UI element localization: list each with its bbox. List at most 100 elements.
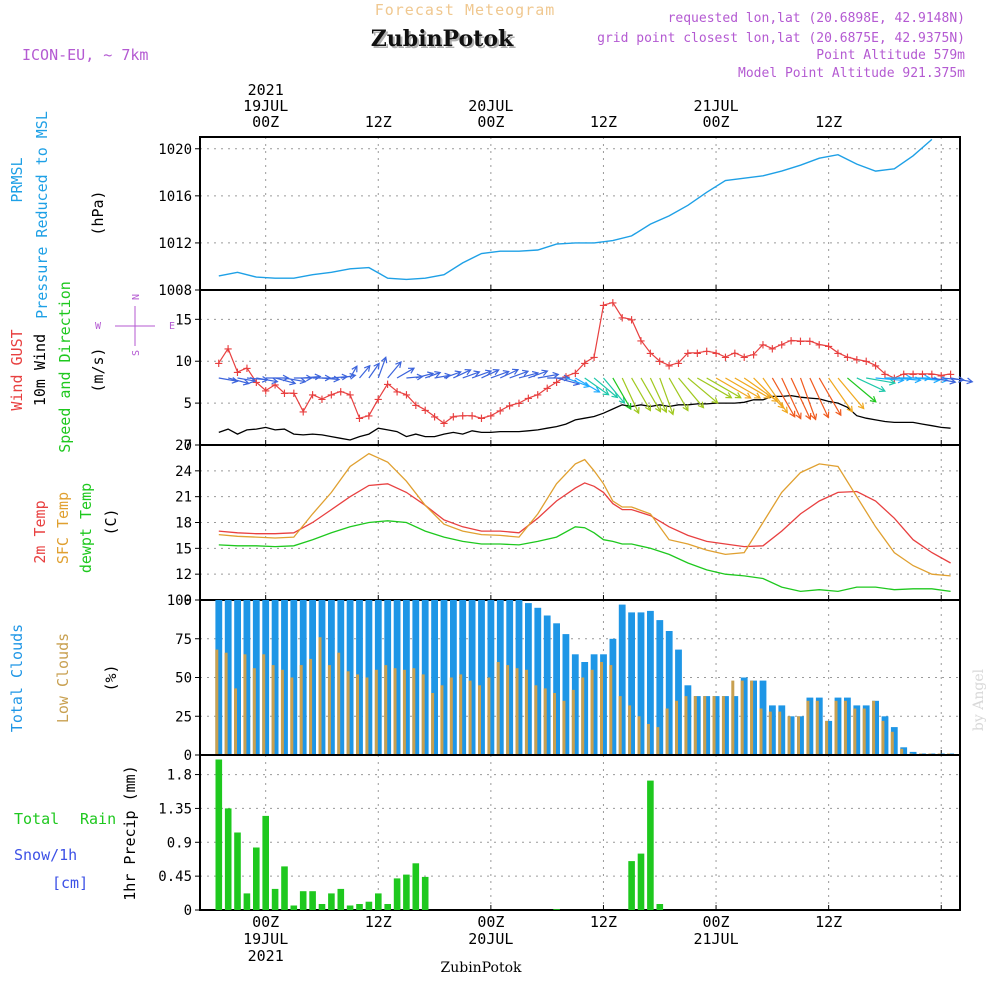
gust-marker: + [937,368,945,384]
gust-marker: + [890,371,898,387]
rain-bar [299,891,307,910]
gust-marker: + [787,333,795,349]
low-cloud-bar [431,693,435,755]
low-cloud-bar [290,677,294,755]
total-cloud-bar [403,600,410,755]
low-cloud-bar [224,652,228,755]
total-cloud-bar [346,600,354,755]
total-cloud-bar [825,720,833,755]
gust-marker: + [412,398,420,414]
total-cloud-bar [684,685,692,756]
total-cloud-bar [553,623,560,756]
wind-direction-arrow [537,373,559,379]
low-cloud-bar [496,662,500,755]
bottom-time-label: 19JUL [243,930,288,948]
total-cloud-bar [778,705,786,755]
wind-direction-arrowhead [349,372,357,380]
gust-marker: + [824,339,832,355]
gust-marker: + [271,378,279,394]
pressure-ytick-label: 1008 [158,283,192,299]
wind-direction-arrow [894,377,921,381]
total-cloud-bar [281,600,288,755]
temp-label-sfc: SFC Temp [54,492,72,564]
wind-direction-arrowhead [654,405,662,413]
model-name: ICON-EU, ~ 7km [22,46,148,64]
precip-unit-label: 1hr Precip (mm) [121,765,139,900]
pressure-label-prmsl: PRMSL [8,157,26,202]
gust-marker: + [871,358,879,374]
gust-marker: + [853,353,861,369]
total-cloud-bar [271,600,279,755]
gust-marker: + [440,416,448,432]
top-time-label: 12Z [590,113,617,131]
gust-marker: + [637,333,645,349]
rain-bar [290,905,298,910]
gust-marker: + [562,369,570,385]
clouds-ytick-label: 75 [175,632,192,648]
gust-line [218,301,951,424]
gust-marker: + [749,348,757,364]
total-cloud-bar [487,600,495,755]
low-cloud-bar [815,700,819,756]
gust-marker: + [299,404,307,420]
low-cloud-bar [356,674,359,755]
gust-marker: + [477,411,485,427]
total-cloud-bar [450,600,457,755]
low-cloud-bar [806,700,810,756]
low-cloud-bar [797,716,800,756]
wind-direction-arrowhead [492,369,500,376]
wind-direction-arrow [575,377,600,393]
total-cloud-bar [412,600,420,755]
gust-marker: + [243,361,251,377]
wind-direction-arrow [509,370,529,379]
wind-direction-arrowhead [933,376,941,384]
temperature-line-0 [218,482,951,564]
wind-direction-arrowhead [552,371,560,379]
wind-direction-arrowhead [924,374,932,382]
wind-direction-arrowhead [231,377,239,384]
rain-bar [224,808,232,910]
total-cloud-bar [543,615,551,755]
gust-marker: + [862,354,870,370]
pressure-frame [199,136,961,291]
rain-bar [253,847,260,910]
temperature-ytick-label: 15 [175,541,192,557]
total-cloud-bar [693,696,701,755]
gust-marker: + [280,386,288,402]
wind-direction-arrowhead [454,370,462,377]
top-time-label: 19JUL [243,97,288,115]
gust-marker: + [402,388,410,404]
gust-marker: + [693,346,701,362]
rain-bar [365,901,373,910]
low-cloud-bar [712,696,716,755]
wind-direction-arrow [640,377,661,412]
gust-marker: + [524,391,532,407]
gust-marker: + [233,365,241,381]
gust-marker: + [740,350,748,366]
gust-marker: + [796,334,804,350]
wind-direction-arrow [481,369,499,379]
low-cloud-bar [318,637,322,755]
precip-label-cm: [cm] [52,874,88,892]
wind-direction-arrow [490,370,509,379]
low-cloud-bar [337,652,341,755]
low-cloud-bar [506,665,510,755]
top-time-label: 21JUL [693,97,738,115]
gust-marker: + [458,409,466,425]
precip-ytick-label: 0 [184,903,192,919]
low-cloud-bar [581,677,585,755]
chart-title: Forecast Meteogram [375,1,556,19]
total-cloud-bar [525,603,532,755]
temp-label-2m: 2m Temp [31,500,49,563]
low-cloud-bar [703,696,707,755]
wind-direction-arrow [387,361,402,379]
low-cloud-bar [487,677,491,755]
wind-direction-arrowhead [395,361,402,369]
total-cloud-bar [862,705,870,755]
temp-unit-label: (C) [102,508,120,535]
total-cloud-bar [252,600,260,755]
gust-marker: + [308,388,316,404]
wind-direction-arrowhead [744,392,752,399]
wind-direction-arrow [781,377,802,419]
